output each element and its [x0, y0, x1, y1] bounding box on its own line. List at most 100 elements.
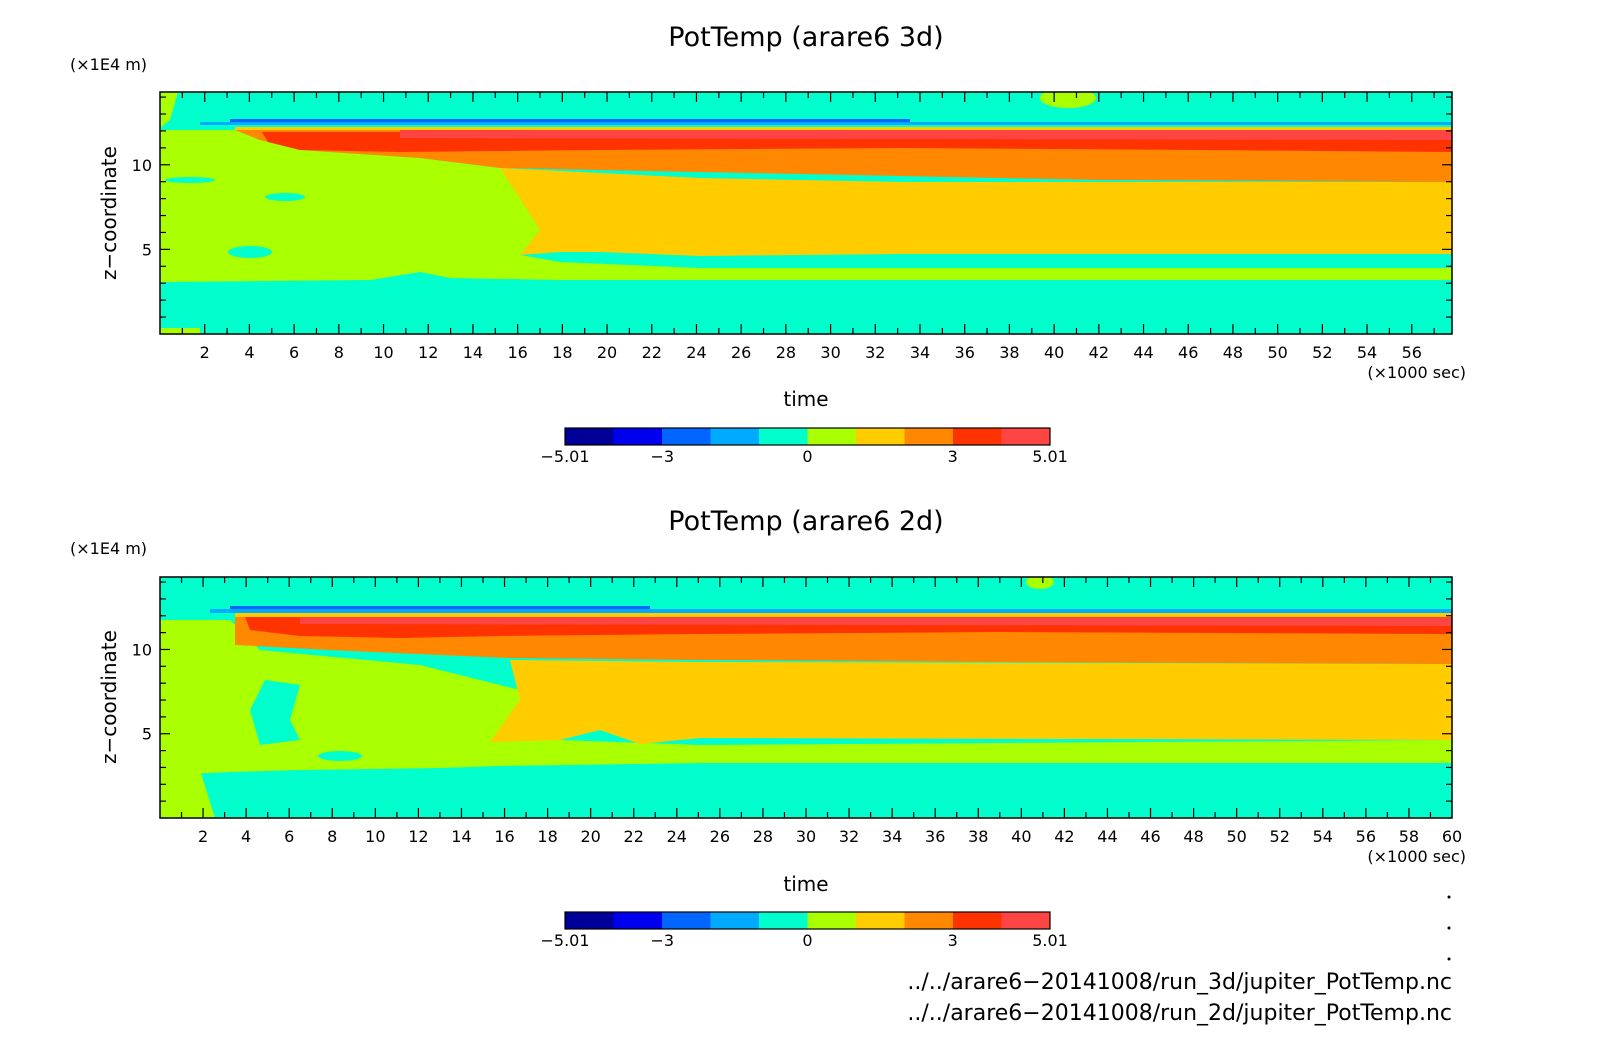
- x-tick-label-2d: 22: [624, 827, 644, 846]
- x-tick-label-2d: 50: [1226, 827, 1246, 846]
- colorbar-swatch: [953, 428, 1002, 445]
- x-tick-label-3d: 34: [910, 343, 930, 362]
- x-tick-label-2d: 38: [968, 827, 988, 846]
- panel-2d: PotTemp (arare6 2d) (×1E4 m) 2 4 6 8 10 12 14 1…: [70, 506, 1466, 950]
- x-tick-label-3d: 56: [1402, 343, 1422, 362]
- colorbar-swatch: [759, 428, 808, 445]
- band-green-left-3d: [160, 92, 178, 128]
- colorbar-swatch: [565, 912, 614, 929]
- colorbar-label-2d: 5.01: [1032, 931, 1068, 950]
- colorbar-swatch: [904, 428, 953, 445]
- x-tick-label-3d: 46: [1178, 343, 1198, 362]
- x-tick-label-3d: 48: [1223, 343, 1243, 362]
- x-tick-label-3d: 8: [334, 343, 344, 362]
- x-tick-label-2d: 8: [327, 827, 337, 846]
- x-tick-label-3d: 38: [999, 343, 1019, 362]
- colorbar-swatch: [1001, 912, 1050, 929]
- y-tick-label-3d: 10: [132, 156, 152, 175]
- band-thin-lightblue-2d: [210, 609, 1452, 613]
- x-tick-label-3d: 52: [1312, 343, 1332, 362]
- band-red-light-3d: [400, 130, 1452, 140]
- x-tick-label-3d: 44: [1133, 343, 1153, 362]
- patch-cyan-b-3d: [265, 193, 305, 201]
- colorbar-2d: −5.01 −3 0 3 5.01: [540, 911, 1068, 950]
- colorbar-swatch: [1001, 428, 1050, 445]
- patch-cyan-2d: [250, 680, 300, 745]
- x-tick-label-2d: 48: [1183, 827, 1203, 846]
- colorbar-label-2d: −5.01: [540, 931, 589, 950]
- dot-marker: [1447, 957, 1451, 961]
- x-unit-2d: (×1000 sec): [1367, 847, 1466, 866]
- band-green-2d: [160, 620, 1452, 775]
- band-thin-yellow-3d: [235, 127, 1452, 130]
- y-tick-label-3d: 5: [142, 240, 152, 259]
- y-unit-2d: (×1E4 m): [70, 539, 147, 558]
- x-tick-label-3d: 18: [552, 343, 572, 362]
- band-red-light-2d: [300, 617, 1452, 626]
- colorbar-swatch: [856, 912, 905, 929]
- patch-cyan-a-3d: [228, 246, 272, 258]
- colorbar-label-2d: 0: [802, 931, 812, 950]
- x-tick-label-2d: 44: [1097, 827, 1117, 846]
- x-tick-label-2d: 46: [1140, 827, 1160, 846]
- x-tick-label-3d: 12: [418, 343, 438, 362]
- x-tick-label-2d: 24: [667, 827, 687, 846]
- band-yellow-2d: [490, 660, 1452, 744]
- x-tick-label-2d: 60: [1442, 827, 1462, 846]
- x-tick-label-3d: 30: [820, 343, 840, 362]
- x-tick-label-3d: 14: [463, 343, 483, 362]
- x-ticks-2d: 2 4 6 8 10 12 14 16 18 20 22 24 26 28 30 32 34 36 38 40 42 44…: [180, 577, 1462, 846]
- x-tick-label-2d: 30: [796, 827, 816, 846]
- x-tick-label-2d: 56: [1356, 827, 1376, 846]
- x-tick-label-2d: 40: [1011, 827, 1031, 846]
- colorbar-swatch: [710, 912, 759, 929]
- band-green-left-2d: [160, 770, 215, 818]
- colorbar-swatch: [613, 912, 662, 929]
- band-green-3d: [160, 130, 1452, 282]
- y-unit-3d: (×1E4 m): [70, 55, 147, 74]
- x-tick-label-3d: 50: [1267, 343, 1287, 362]
- dot-marker: [1447, 926, 1451, 930]
- band-yellow-3d: [500, 168, 1452, 256]
- x-tick-label-3d: 2: [200, 343, 210, 362]
- footer-file-2d: ../../arare6−20141008/run_2d/jupiter_Pot…: [907, 1001, 1452, 1026]
- x-tick-label-2d: 54: [1313, 827, 1333, 846]
- x-tick-label-3d: 40: [1044, 343, 1064, 362]
- x-tick-label-3d: 16: [507, 343, 527, 362]
- x-tick-label-3d: 10: [373, 343, 393, 362]
- x-tick-label-2d: 10: [365, 827, 385, 846]
- x-ticks-3d: 2 4 6 8 10 12 14 16 18 20 22 24 26 28 30 32 34 36 38 40 42 44…: [181, 92, 1435, 362]
- x-tick-label-2d: 2: [198, 827, 208, 846]
- title-3d: PotTemp (arare6 3d): [668, 22, 943, 53]
- band-thin-blue-2d: [230, 606, 650, 610]
- contour-field-2d: [160, 577, 1452, 818]
- x-tick-label-2d: 28: [753, 827, 773, 846]
- patch-green-bottom-3d: [160, 328, 200, 334]
- colorbar-label-3d: 3: [948, 447, 958, 466]
- colorbar-label-2d: −3: [650, 931, 674, 950]
- colorbar-label-3d: 0: [802, 447, 812, 466]
- footer-file-3d: ../../arare6−20141008/run_3d/jupiter_Pot…: [907, 970, 1452, 995]
- x-tick-label-3d: 36: [955, 343, 975, 362]
- x-label-2d: time: [783, 872, 828, 896]
- colorbar-swatch: [613, 428, 662, 445]
- x-unit-3d: (×1000 sec): [1367, 363, 1466, 382]
- x-tick-label-2d: 26: [710, 827, 730, 846]
- x-tick-label-3d: 24: [686, 343, 706, 362]
- title-2d: PotTemp (arare6 2d): [668, 506, 943, 537]
- x-tick-label-2d: 42: [1054, 827, 1074, 846]
- y-label-2d: z−coordinate: [97, 630, 121, 764]
- dot-marker: [1447, 895, 1451, 899]
- x-tick-label-2d: 36: [925, 827, 945, 846]
- patch-green-top-2d: [1026, 577, 1054, 589]
- x-tick-label-2d: 14: [451, 827, 471, 846]
- x-tick-label-2d: 32: [839, 827, 859, 846]
- y-ticks-3d: 5 10: [132, 96, 1452, 318]
- colorbar-3d: −5.01 −3 0 3 5.01: [540, 427, 1068, 466]
- colorbar-frame: [564, 911, 1051, 930]
- x-tick-label-3d: 26: [731, 343, 751, 362]
- x-tick-label-3d: 32: [865, 343, 885, 362]
- colorbar-swatch: [953, 912, 1002, 929]
- x-tick-label-3d: 42: [1089, 343, 1109, 362]
- colorbar-swatch: [904, 912, 953, 929]
